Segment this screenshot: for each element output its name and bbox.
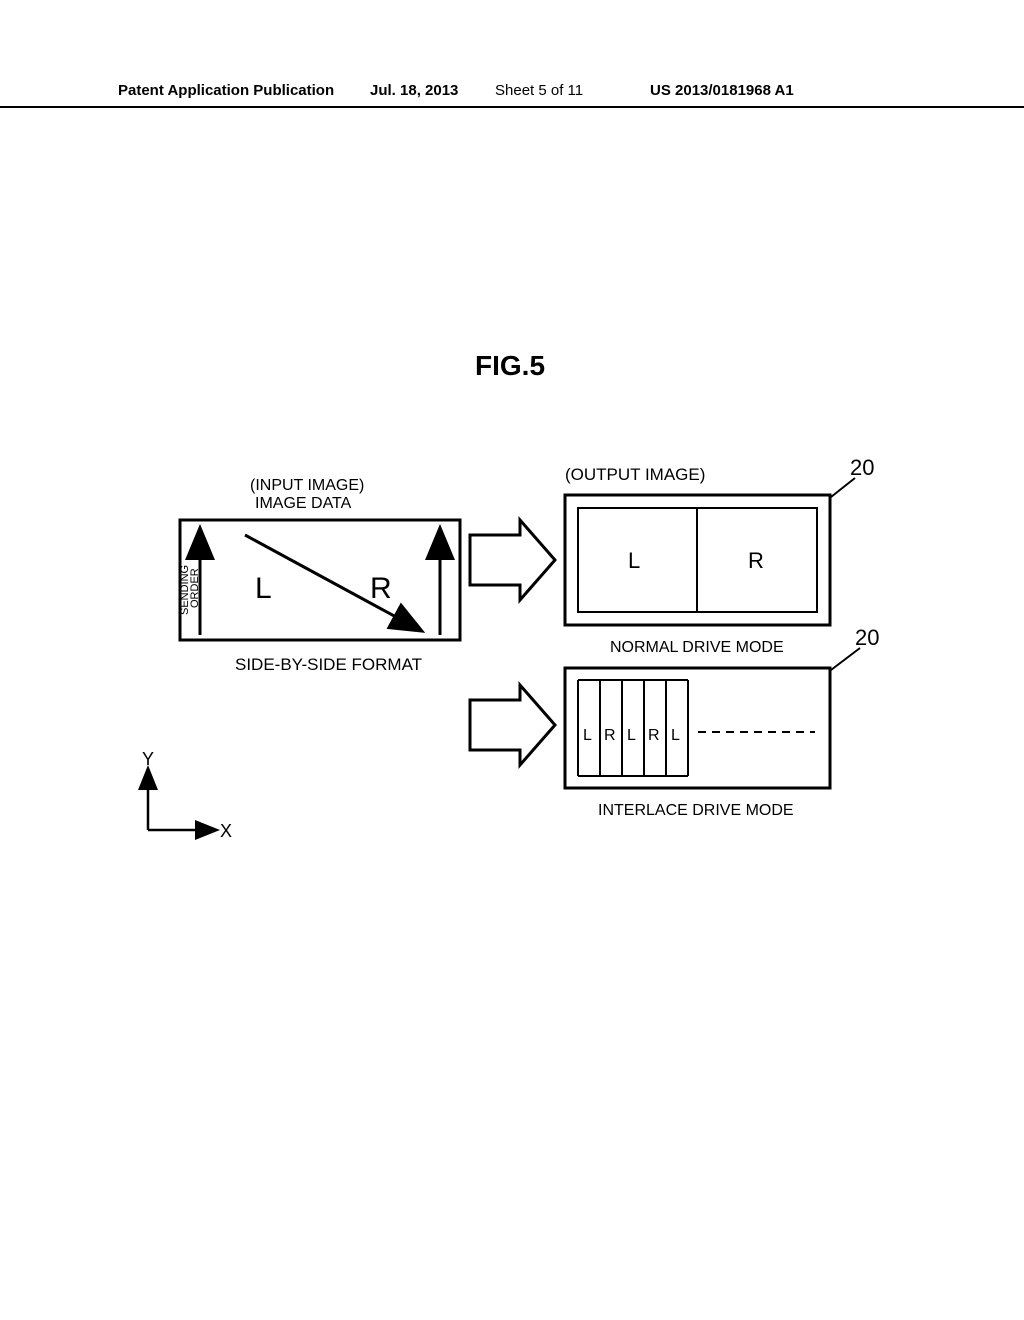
page: Patent Application Publication Jul. 18, … xyxy=(0,0,1024,1320)
input-title-2: IMAGE DATA xyxy=(255,495,352,512)
int-L1: L xyxy=(583,727,592,744)
normal-label: NORMAL DRIVE MODE xyxy=(610,639,784,656)
output-title: (OUTPUT IMAGE) xyxy=(565,465,705,484)
interlace-label: INTERLACE DRIVE MODE xyxy=(598,802,794,819)
y-label: Y xyxy=(142,749,154,769)
input-R: R xyxy=(370,572,392,605)
sbs-label: SIDE-BY-SIDE FORMAT xyxy=(235,655,422,674)
diagram-svg: (INPUT IMAGE) IMAGE DATA SENDING ORDER L… xyxy=(120,460,880,900)
big-arrow-interlace xyxy=(470,685,555,765)
diagram-container: (INPUT IMAGE) IMAGE DATA SENDING ORDER L… xyxy=(120,460,880,880)
ref20a: 20 xyxy=(850,455,874,480)
normal-R: R xyxy=(748,548,764,573)
x-label: X xyxy=(220,821,232,841)
input-title-1: (INPUT IMAGE) xyxy=(250,477,364,494)
normal-L: L xyxy=(628,548,640,573)
input-L: L xyxy=(255,572,272,605)
int-R1: R xyxy=(604,727,616,744)
int-L3: L xyxy=(671,727,680,744)
input-box xyxy=(180,520,460,640)
header-date: Jul. 18, 2013 xyxy=(370,82,458,99)
header-sheet: Sheet 5 of 11 xyxy=(495,82,583,99)
header-pubno: US 2013/0181968 A1 xyxy=(650,82,794,99)
page-header: Patent Application Publication Jul. 18, … xyxy=(0,82,1024,108)
big-arrow-normal xyxy=(470,520,555,600)
figure-title: FIG.5 xyxy=(475,350,545,382)
int-L2: L xyxy=(627,727,636,744)
ref20a-line xyxy=(831,478,855,497)
ref20b-line xyxy=(831,648,860,670)
header-left: Patent Application Publication xyxy=(118,82,334,99)
int-R2: R xyxy=(648,727,660,744)
sending-order-2: ORDER xyxy=(189,568,201,608)
ref20b: 20 xyxy=(855,625,879,650)
